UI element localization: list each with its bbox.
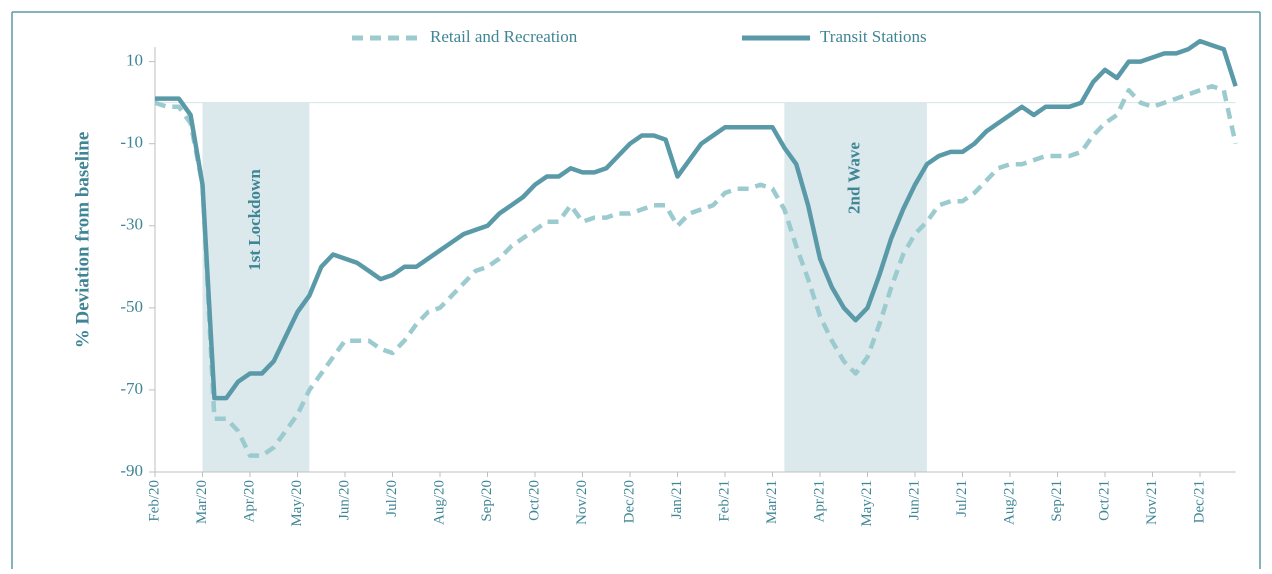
x-tick-label: Sep/21: [1049, 480, 1065, 522]
legend-label: Retail and Recreation: [430, 27, 578, 46]
y-tick-label: -30: [120, 215, 143, 234]
x-tick-label: Aug/21: [1001, 480, 1017, 525]
x-tick-label: May/20: [289, 480, 305, 527]
x-tick-label: Feb/21: [716, 480, 732, 522]
legend-label: Transit Stations: [820, 27, 927, 46]
y-tick-label: -50: [120, 297, 143, 316]
series-line: [154, 83, 1238, 458]
x-tick-label: Apr/20: [241, 480, 257, 523]
y-axis-title: % Deviation from baseline: [72, 132, 93, 349]
shaded-band: [202, 102, 310, 473]
x-tick-label: Oct/21: [1096, 480, 1112, 521]
x-tick-label: Mar/21: [764, 480, 780, 524]
series-line: [155, 38, 1238, 401]
y-tick-label: -10: [120, 133, 143, 152]
band-label: 1st Lockdown: [245, 169, 264, 271]
x-tick-label: Jun/20: [336, 480, 352, 520]
band-label: 2nd Wave: [845, 142, 864, 214]
x-tick-label: Apr/21: [811, 480, 827, 523]
x-tick-label: Aug/20: [431, 480, 447, 525]
shaded-band: [784, 102, 927, 473]
x-tick-label: Oct/20: [526, 480, 542, 521]
x-tick-label: May/21: [859, 480, 875, 527]
x-tick-label: Jan/21: [669, 480, 685, 519]
x-tick-label: Jun/21: [906, 480, 922, 520]
x-tick-label: Nov/21: [1144, 480, 1160, 525]
x-tick-label: Dec/20: [621, 480, 637, 523]
x-tick-label: Jul/20: [384, 480, 400, 517]
y-tick-label: -70: [120, 379, 143, 398]
x-tick-label: Nov/20: [574, 480, 590, 525]
x-tick-label: Mar/20: [194, 480, 210, 524]
x-tick-label: Feb/20: [146, 480, 162, 522]
x-tick-label: Jul/21: [954, 480, 970, 517]
y-tick-label: 10: [126, 51, 143, 70]
x-tick-label: Dec/21: [1191, 480, 1207, 523]
y-tick-label: -90: [120, 461, 143, 480]
x-tick-label: Sep/20: [479, 480, 495, 522]
